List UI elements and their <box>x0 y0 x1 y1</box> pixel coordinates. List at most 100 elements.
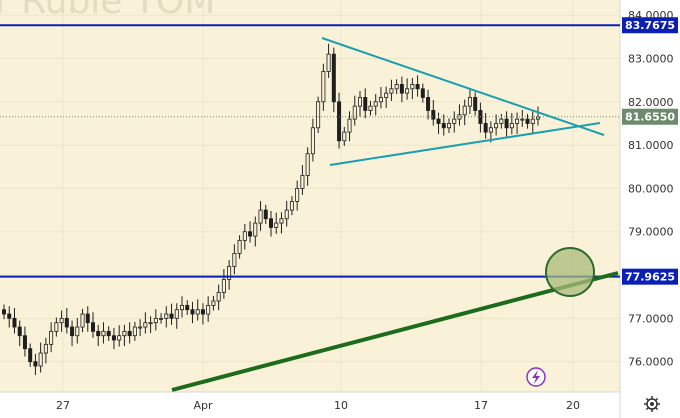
time-tick-label: Apr <box>193 399 213 412</box>
candle-body <box>200 309 205 315</box>
candle-body <box>399 84 404 94</box>
candle-body <box>211 300 216 306</box>
candle-body <box>410 84 415 90</box>
time-tick-label: 17 <box>474 399 488 412</box>
candle-body <box>221 278 226 293</box>
candle-body <box>253 222 258 237</box>
candle-body <box>436 118 441 124</box>
green-trend-line[interactable] <box>171 271 619 392</box>
candle-body <box>96 330 101 337</box>
price-tick-label: 79.0000 <box>628 226 674 239</box>
candle-body <box>415 84 420 90</box>
candle-body <box>483 123 488 133</box>
candle-body <box>405 88 410 94</box>
triangle-lower-line[interactable] <box>329 122 601 166</box>
candle-body <box>494 123 499 129</box>
candle-body <box>242 231 247 241</box>
candle-body <box>462 105 467 116</box>
time-axis-ticks: 27 Apr 10 17 20 <box>56 399 580 412</box>
candle-body <box>431 110 436 120</box>
candle-body <box>368 105 373 111</box>
candle-body <box>17 326 22 337</box>
candle-body <box>504 118 509 129</box>
symbol-watermark: r Ruble TOM <box>0 0 215 22</box>
price-tick-label: 81.0000 <box>628 139 674 152</box>
candle-body <box>153 317 158 324</box>
candle-body <box>143 322 148 328</box>
candle-body <box>7 313 12 319</box>
candle-body <box>352 105 357 120</box>
candle-body <box>347 118 352 133</box>
grid <box>0 0 620 392</box>
candle-body <box>80 313 85 328</box>
candle-body <box>357 97 362 107</box>
candle-body <box>28 348 33 363</box>
current-price-label-text: 81.6550 <box>625 111 675 124</box>
candle-body <box>331 53 336 103</box>
candles <box>2 43 541 376</box>
candle-body <box>159 317 164 320</box>
candle-body <box>373 101 378 107</box>
level-label-top: 83.7675 <box>622 17 678 34</box>
candle-body <box>2 309 7 315</box>
candle-body <box>33 361 38 367</box>
candle-body <box>488 127 493 133</box>
candle-body <box>111 335 116 341</box>
candle-body <box>127 330 132 337</box>
candle-body <box>54 322 59 332</box>
price-axis-area <box>620 0 680 418</box>
candle-body <box>190 309 195 315</box>
candle-body <box>91 322 96 332</box>
candle-body <box>75 326 80 337</box>
candle-body <box>164 313 169 319</box>
candle-body <box>509 123 514 129</box>
candle-body <box>122 330 127 337</box>
candle-body <box>536 116 541 120</box>
candle-body <box>106 330 111 337</box>
candle-body <box>441 123 446 129</box>
candle-body <box>248 231 253 237</box>
price-tick-label: 80.0000 <box>628 182 674 195</box>
settings-gear-icon[interactable] <box>644 396 660 412</box>
candle-body <box>363 97 368 111</box>
candle-body <box>174 309 179 319</box>
candle-body <box>384 92 389 98</box>
candle-body <box>446 123 451 129</box>
candle-body <box>216 291 221 302</box>
candle-body <box>70 326 75 337</box>
candle-body <box>426 97 431 111</box>
candle-body <box>520 118 525 121</box>
level-label-top-text: 83.7675 <box>625 19 675 32</box>
time-axis-area <box>0 392 620 418</box>
candle-body <box>227 265 232 280</box>
candle-body <box>132 326 137 337</box>
candle-body <box>22 335 27 350</box>
candle-body <box>525 118 530 124</box>
candle-body <box>268 218 273 228</box>
candle-body <box>326 53 331 72</box>
candle-body <box>179 304 184 311</box>
candle-body <box>295 188 300 202</box>
candle-body <box>237 239 242 254</box>
candle-body <box>43 343 48 354</box>
candle-body <box>467 97 472 107</box>
time-tick-label: 27 <box>56 399 70 412</box>
lightning-badge-icon[interactable] <box>526 367 546 387</box>
candle-body <box>59 317 64 324</box>
candle-body <box>310 127 315 155</box>
candle-body <box>289 201 294 211</box>
price-axis-ticks: 76.000077.000078.000079.000080.000081.00… <box>628 9 674 369</box>
highlight-circle[interactable] <box>545 247 595 297</box>
candle-body <box>185 304 190 311</box>
triangle-upper-line[interactable] <box>321 37 605 136</box>
candle-body <box>232 252 237 267</box>
candle-body <box>452 118 457 124</box>
candle-body <box>138 326 143 329</box>
candle-body <box>85 313 90 324</box>
price-tick-label: 77.0000 <box>628 312 674 325</box>
candle-body <box>394 84 399 90</box>
candle-body <box>64 317 69 328</box>
candle-body <box>337 101 342 142</box>
candle-body <box>420 88 425 98</box>
